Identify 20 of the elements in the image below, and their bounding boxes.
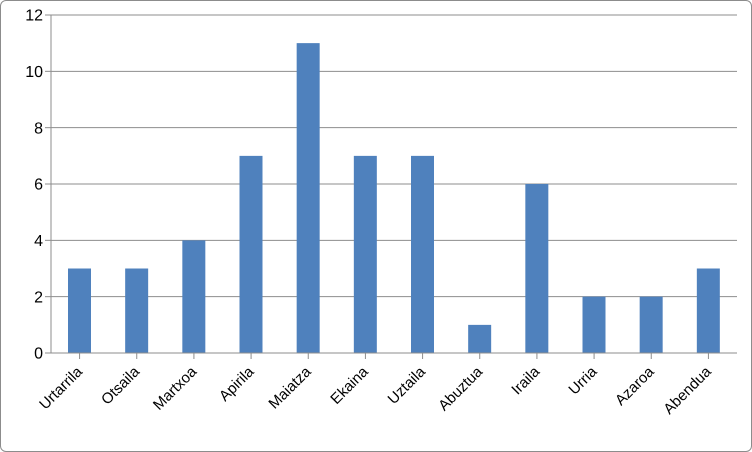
bar xyxy=(240,156,262,353)
y-tick-label: 10 xyxy=(25,64,44,82)
bar xyxy=(696,268,720,353)
bar xyxy=(468,324,492,353)
y-tick-label: 12 xyxy=(25,8,44,25)
bar xyxy=(354,156,377,353)
bar xyxy=(640,296,663,353)
bar xyxy=(68,268,91,353)
y-tick-label: 2 xyxy=(34,289,44,306)
bar xyxy=(182,240,206,353)
bar xyxy=(582,296,606,353)
bar xyxy=(525,184,548,353)
x-tick-label: Urria xyxy=(565,362,601,398)
y-tick-label: 0 xyxy=(34,346,44,363)
y-tick-label: 8 xyxy=(34,120,44,138)
bar xyxy=(411,156,434,353)
bar xyxy=(296,43,320,353)
y-tick-label: 4 xyxy=(34,233,44,250)
y-tick-label: 6 xyxy=(34,176,44,194)
bar xyxy=(125,268,148,353)
